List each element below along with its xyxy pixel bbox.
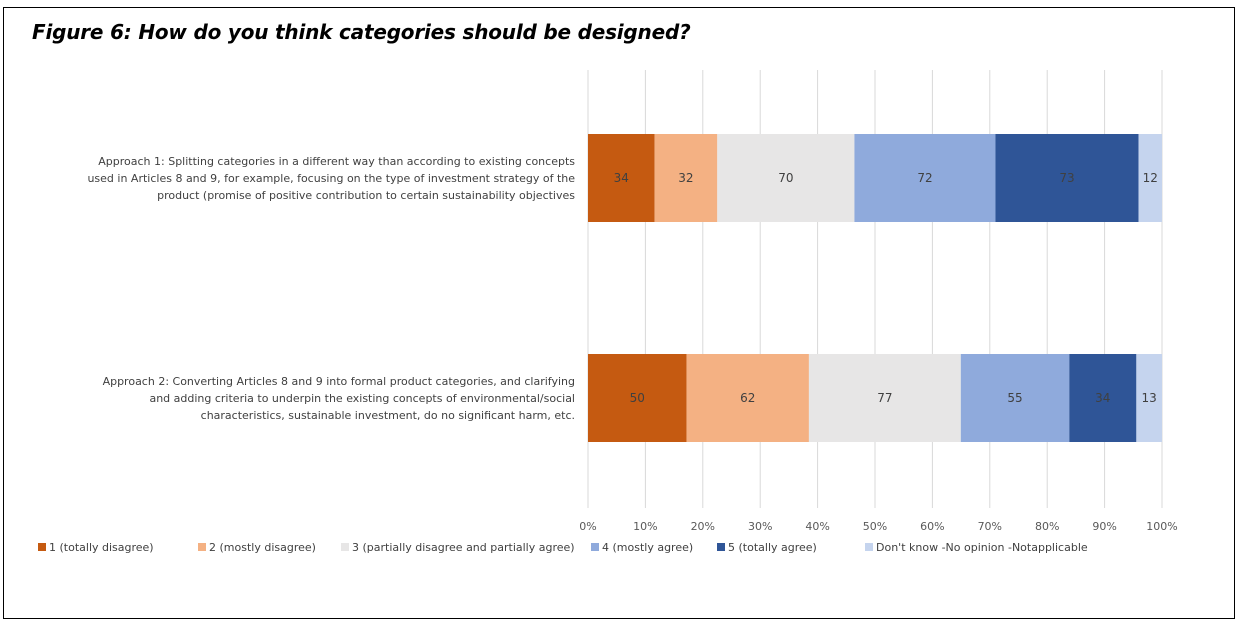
legend-swatch (865, 543, 873, 551)
legend-label: 2 (mostly disagree) (209, 541, 316, 554)
data-label: 72 (917, 171, 932, 185)
tick-label: 0% (579, 520, 596, 533)
bar-segment (1136, 354, 1162, 442)
category-label: and adding criteria to underpin the exis… (149, 392, 575, 405)
data-label: 34 (614, 171, 629, 185)
legend-label: 4 (mostly agree) (602, 541, 693, 554)
legend: 1 (totally disagree) 2 (mostly disagree) 3… (38, 541, 1088, 554)
bar-segment (686, 354, 809, 442)
tick-label: 40% (805, 520, 829, 533)
legend-label: Don't know -No opinion -Notapplicable (876, 541, 1088, 554)
tick-label: 90% (1092, 520, 1116, 533)
bars: 34 32 70 72 73 12 50 62 77 55 34 13 (588, 134, 1162, 442)
tick-label: 70% (978, 520, 1002, 533)
data-label: 73 (1059, 171, 1074, 185)
tick-label: 60% (920, 520, 944, 533)
tick-label: 30% (748, 520, 772, 533)
legend-swatch (591, 543, 599, 551)
bar-segment (717, 134, 855, 222)
bar-segment (1069, 354, 1137, 442)
category-label: Approach 1: Splitting categories in a di… (98, 155, 575, 168)
data-label: 62 (740, 391, 755, 405)
figure-frame (3, 7, 1235, 619)
legend-label: 5 (totally agree) (728, 541, 817, 554)
legend-label: 1 (totally disagree) (49, 541, 154, 554)
bar-segment (995, 134, 1139, 222)
tick-label: 20% (691, 520, 715, 533)
category-label: used in Articles 8 and 9, for example, f… (87, 172, 575, 185)
category-label: characteristics, sustainable investment,… (201, 409, 575, 422)
legend-swatch (717, 543, 725, 551)
bar-segment (1138, 134, 1162, 222)
x-axis-ticks: 0% 10% 20% 30% 40% 50% 60% 70% 80% 90% 100% (579, 520, 1177, 533)
tick-label: 50% (863, 520, 887, 533)
bar-segment (654, 134, 718, 222)
category-label: product (promise of positive contributio… (157, 189, 575, 202)
bar-segment (854, 134, 996, 222)
legend-swatch (198, 543, 206, 551)
data-label: 55 (1007, 391, 1022, 405)
bar-segment (808, 354, 961, 442)
tick-label: 10% (633, 520, 657, 533)
bar-segment (588, 134, 655, 222)
page-title: Figure 6: How do you think categories sh… (32, 20, 691, 44)
legend-swatch (38, 543, 46, 551)
bar-segment (960, 354, 1070, 442)
data-label: 34 (1095, 391, 1110, 405)
category-label: Approach 2: Converting Articles 8 and 9 … (103, 375, 575, 388)
data-label: 32 (678, 171, 693, 185)
legend-swatch (341, 543, 349, 551)
data-label: 13 (1142, 391, 1157, 405)
data-label: 12 (1143, 171, 1158, 185)
tick-label: 80% (1035, 520, 1059, 533)
legend-label: 3 (partially disagree and partially agre… (352, 541, 575, 554)
tick-label: 100% (1146, 520, 1177, 533)
data-label: 50 (630, 391, 645, 405)
bar-segment (588, 354, 687, 442)
data-label: 77 (877, 391, 892, 405)
category-labels: Approach 1: Splitting categories in a di… (87, 155, 575, 422)
data-label: 70 (778, 171, 793, 185)
